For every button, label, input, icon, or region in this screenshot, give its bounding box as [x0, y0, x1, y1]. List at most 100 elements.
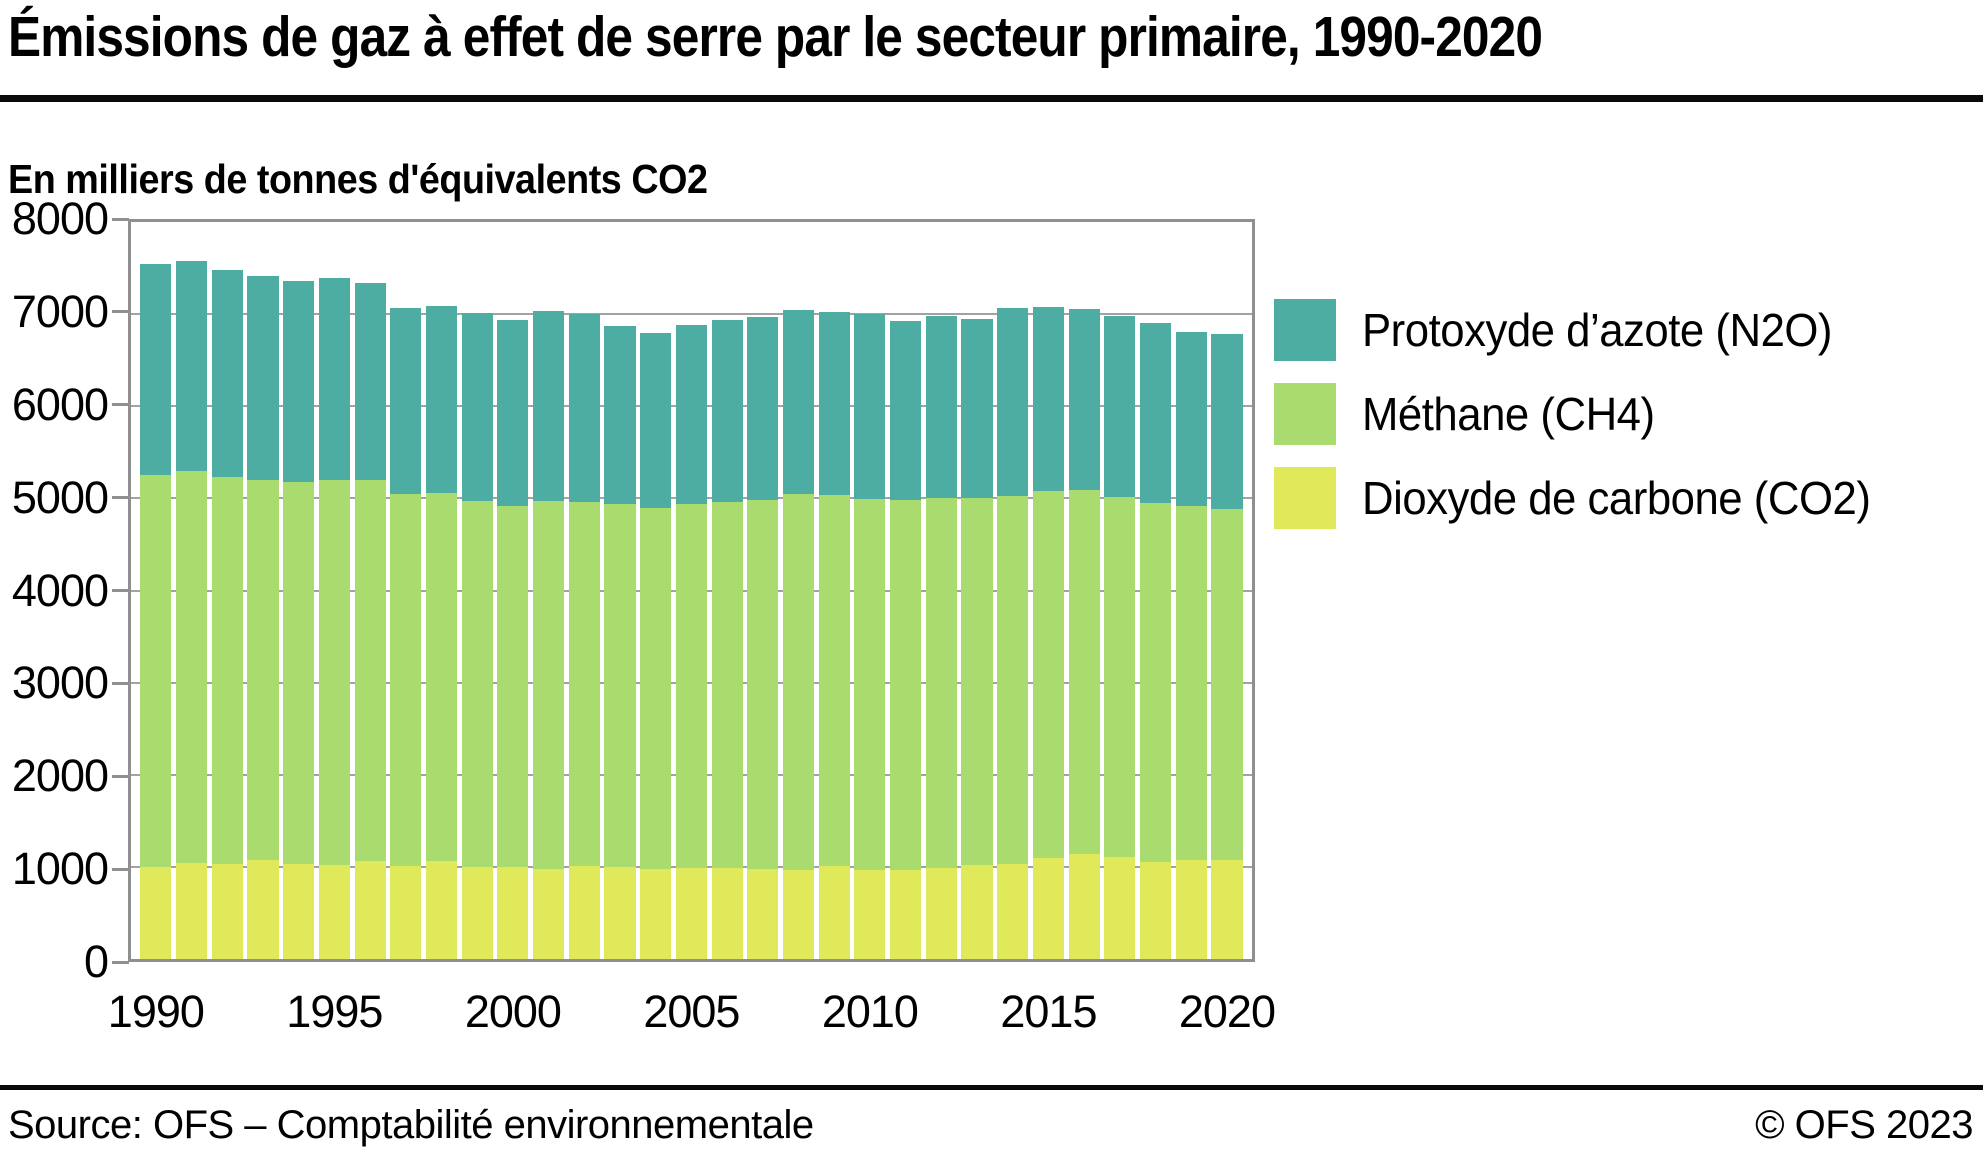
title-divider-rule — [0, 95, 1983, 102]
copyright-note: © OFS 2023 — [1755, 1103, 1973, 1147]
bar-segment-ch4-1994 — [283, 482, 315, 864]
bar-segment-ch4-2020 — [1211, 508, 1243, 860]
x-axis-tick-label: 2015 — [1000, 986, 1097, 1037]
legend-swatch-ch4 — [1274, 383, 1336, 445]
x-axis-slot — [531, 986, 567, 1046]
bar-1999 — [461, 222, 493, 959]
bar-segment-ch4-1995 — [318, 479, 350, 865]
plot-area — [128, 219, 1255, 962]
legend-label-n2o: Protoxyde d’azote (N2O) — [1362, 304, 1832, 356]
bar-segment-co2-2001 — [533, 868, 565, 959]
bar-segment-ch4-2010 — [854, 499, 886, 870]
x-axis-slot — [566, 986, 602, 1046]
bar-segment-ch4-1991 — [176, 470, 208, 863]
x-axis-slot: 2000 — [465, 986, 562, 1046]
bar-segment-n2o-2008 — [782, 310, 815, 495]
x-axis-slot — [388, 986, 424, 1046]
bar-segment-ch4-1992 — [211, 476, 243, 864]
bar-segment-co2-2011 — [890, 869, 922, 959]
bar-segment-co2-1994 — [283, 863, 315, 959]
bar-2020 — [1211, 222, 1243, 959]
y-axis-tick-mark — [112, 217, 129, 221]
footer-divider-rule — [0, 1085, 1983, 1090]
bar-1994 — [283, 222, 315, 959]
bar-2013 — [961, 222, 993, 959]
x-axis-slot: 2015 — [1000, 986, 1097, 1046]
x-axis-slot: 2010 — [822, 986, 919, 1046]
y-axis-tick-label: 8000 — [11, 193, 109, 244]
bar-segment-ch4-2003 — [604, 503, 636, 867]
legend-row-ch4: Méthane (CH4) — [1274, 383, 1897, 445]
source-note: Source: OFS – Comptabilité environnement… — [8, 1103, 814, 1147]
bar-1995 — [318, 222, 350, 959]
bar-segment-co2-1998 — [425, 860, 458, 959]
gridline — [131, 313, 1252, 316]
y-axis-tick-label: 2000 — [11, 750, 109, 802]
x-axis-slot — [424, 986, 460, 1046]
bar-2016 — [1068, 222, 1100, 959]
x-axis-slot: 2020 — [1179, 986, 1276, 1046]
bar-segment-ch4-2015 — [1032, 490, 1064, 858]
bar-segment-co2-1990 — [140, 866, 172, 959]
bar-segment-n2o-1995 — [318, 278, 350, 480]
bar-segment-n2o-1991 — [176, 260, 208, 471]
bar-segment-n2o-2009 — [818, 312, 850, 496]
x-axis-slot — [352, 986, 388, 1046]
bar-segment-co2-2007 — [747, 868, 779, 959]
x-axis-tick-label: 2020 — [1178, 986, 1276, 1037]
bar-segment-n2o-2011 — [890, 320, 922, 501]
bar-segment-ch4-2019 — [1175, 506, 1207, 861]
bar-segment-n2o-1992 — [211, 269, 243, 477]
x-axis-slot — [1066, 986, 1102, 1046]
bar-segment-n2o-2010 — [854, 314, 886, 500]
y-axis-tick-label: 5000 — [11, 471, 109, 523]
bar-segment-co2-1997 — [390, 865, 422, 959]
legend-swatch-n2o — [1274, 299, 1336, 361]
bar-segment-co2-2012 — [925, 867, 957, 959]
bar-segment-ch4-2014 — [997, 496, 1029, 864]
chart-legend: Protoxyde d’azote (N2O) Méthane (CH4) Diox… — [1274, 299, 1897, 551]
bar-segment-co2-2013 — [961, 864, 993, 959]
bar-2015 — [1032, 222, 1064, 959]
bar-segment-co2-2014 — [997, 863, 1029, 959]
bar-1998 — [425, 222, 458, 959]
bar-segment-n2o-1993 — [247, 275, 279, 481]
x-axis-slot — [959, 986, 995, 1046]
x-axis-slot — [245, 986, 281, 1046]
x-axis-slot: 2005 — [643, 986, 740, 1046]
bar-segment-co2-2002 — [568, 866, 600, 959]
x-axis-tick-label: 2010 — [821, 986, 919, 1037]
y-axis-tick-label: 0 — [83, 936, 109, 987]
bar-segment-co2-2008 — [782, 870, 815, 959]
bar-1997 — [390, 222, 422, 959]
bar-2003 — [604, 222, 636, 959]
bar-segment-ch4-2000 — [497, 505, 529, 867]
bar-segment-n2o-2007 — [747, 317, 779, 501]
legend-row-n2o: Protoxyde d’azote (N2O) — [1274, 299, 1897, 361]
bar-segment-co2-1993 — [247, 860, 279, 959]
bar-segment-n2o-2012 — [925, 315, 957, 499]
y-axis-tick-mark — [112, 681, 129, 685]
bar-segment-n2o-2017 — [1104, 315, 1136, 497]
x-axis-slot — [209, 986, 245, 1046]
y-axis-tick-mark — [112, 496, 129, 500]
bar-2002 — [568, 222, 600, 959]
bar-2010 — [854, 222, 886, 959]
x-axis-slot: 1995 — [286, 986, 383, 1046]
bar-segment-co2-2000 — [497, 866, 529, 959]
bar-segment-ch4-2002 — [568, 501, 600, 867]
legend-row-co2: Dioxyde de carbone (CO2) — [1274, 467, 1897, 529]
bar-segment-ch4-2011 — [890, 500, 922, 870]
bar-segment-ch4-2007 — [747, 500, 779, 869]
bar-segment-co2-2010 — [854, 869, 886, 959]
bar-1993 — [247, 222, 279, 959]
bar-2017 — [1104, 222, 1136, 959]
bar-2000 — [497, 222, 529, 959]
bar-segment-n2o-2015 — [1032, 306, 1064, 491]
bar-2008 — [782, 222, 815, 959]
bar-segment-ch4-1997 — [390, 494, 422, 866]
bar-segment-ch4-2017 — [1104, 497, 1136, 858]
x-axis-tick-label: 2005 — [643, 986, 740, 1037]
bar-segment-ch4-1993 — [247, 480, 279, 861]
bar-segment-n2o-2001 — [533, 311, 565, 501]
